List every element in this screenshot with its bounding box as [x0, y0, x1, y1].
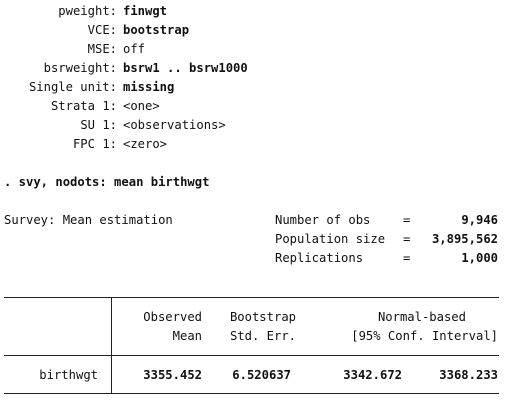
setting-label-bsrweight: bsrweight: — [43, 61, 117, 75]
row-name-birthwgt: birthwgt — [39, 368, 98, 382]
setting-value-vce: bootstrap — [123, 23, 190, 37]
summary-eq-nobs: = — [403, 213, 411, 227]
setting-value-single-unit: missing — [123, 80, 175, 94]
setting-value-bsrweight: bsrw1 .. bsrw1000 — [123, 61, 248, 75]
header-normal-based: Normal-based — [377, 310, 466, 324]
estimation-title: Survey: Mean estimation — [4, 213, 173, 227]
table-top-rule — [4, 297, 499, 298]
cell-ci-high: 3368.233 — [439, 368, 498, 382]
summary-label-popsize: Population size — [275, 232, 386, 246]
header-observed: Observed — [143, 310, 202, 324]
setting-label-single-unit: Single unit: — [28, 80, 117, 94]
summary-label-reps: Replications — [275, 251, 364, 265]
setting-label-vce: VCE: — [87, 23, 117, 37]
setting-label-su: SU 1: — [80, 118, 117, 132]
setting-value-strata: <one> — [123, 99, 160, 113]
setting-label-pweight: pweight: — [58, 4, 117, 18]
cell-ci-low: 3342.672 — [343, 368, 402, 382]
setting-label-fpc: FPC 1: — [72, 137, 117, 151]
summary-value-reps: 1,000 — [461, 251, 498, 265]
setting-label-mse: MSE: — [87, 42, 117, 56]
table-bottom-rule — [4, 393, 499, 394]
setting-value-mse: off — [123, 42, 146, 56]
header-std-err: Std. Err. — [229, 329, 296, 343]
cell-mean: 3355.452 — [143, 368, 202, 382]
setting-value-fpc: <zero> — [123, 137, 168, 151]
summary-eq-reps: = — [403, 251, 411, 265]
table-header-rule — [4, 355, 499, 356]
table-column-divider — [111, 297, 112, 394]
summary-eq-popsize: = — [403, 232, 411, 246]
cell-std-err: 6.520637 — [232, 368, 291, 382]
setting-value-pweight: finwgt — [123, 4, 168, 18]
summary-value-nobs: 9,946 — [461, 213, 498, 227]
summary-label-nobs: Number of obs — [275, 213, 371, 227]
header-bootstrap: Bootstrap — [229, 310, 296, 324]
command-line: . svy, nodots: mean birthwgt — [4, 175, 210, 189]
setting-value-su: <observations> — [123, 118, 226, 132]
header-conf-interval: [95% Conf. Interval] — [351, 329, 498, 343]
setting-label-strata: Strata 1: — [50, 99, 117, 113]
header-mean: Mean — [172, 329, 202, 343]
summary-value-popsize: 3,895,562 — [431, 232, 498, 246]
